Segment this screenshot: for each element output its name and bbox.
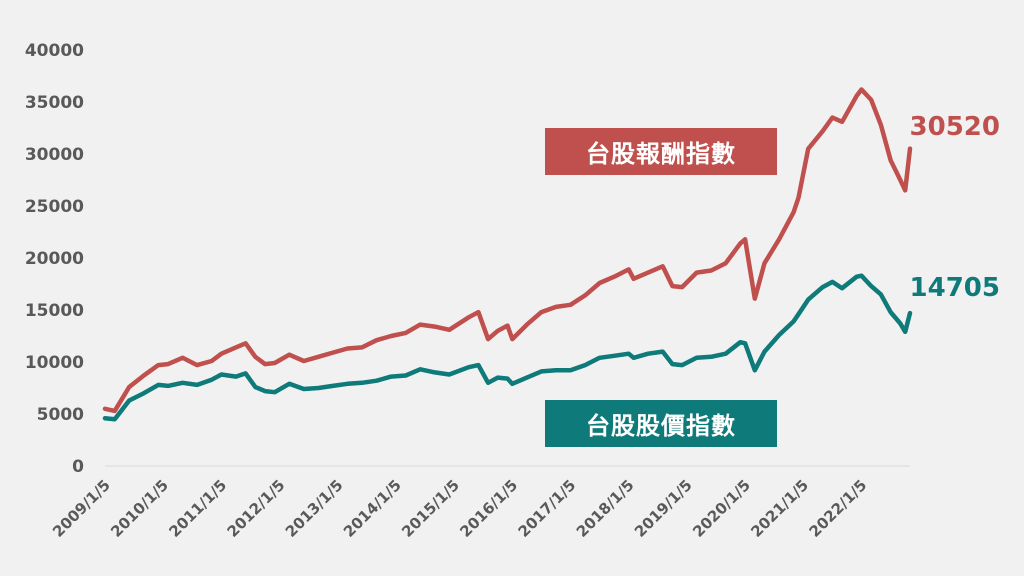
x-tick-label: 2021/1/5 [747,476,812,541]
y-tick-label: 25000 [25,197,84,217]
y-tick-label: 30000 [25,145,84,165]
x-tick-label: 2022/1/5 [806,476,871,541]
y-tick-label: 20000 [25,249,84,269]
y-tick-label: 40000 [25,41,84,61]
y-tick-label: 15000 [25,301,84,321]
series-end-value: 14705 [910,273,1000,303]
x-tick-label: 2013/1/5 [282,476,347,541]
series-line [102,273,913,422]
y-tick-label: 35000 [25,93,84,113]
x-tick-label: 2010/1/5 [107,476,172,541]
x-tick-label: 2017/1/5 [515,476,580,541]
y-axis: 0 5000 10000 15000 20000 25000 30000 35000 40000 [25,41,84,477]
legend-label-return-index: 台股報酬指數 [545,128,777,175]
series-line [102,87,913,414]
plot-lines [102,87,913,422]
x-tick-label: 2015/1/5 [398,476,463,541]
x-tick-label: 2016/1/5 [456,476,521,541]
x-tick-label: 2018/1/5 [573,476,638,541]
y-tick-label: 10000 [25,353,84,373]
y-tick-label: 5000 [37,405,84,425]
x-tick-label: 2019/1/5 [631,476,696,541]
x-axis: 2009/1/52010/1/52011/1/52012/1/52013/1/5… [49,476,870,541]
end-labels: 30520 14705 [910,112,1000,303]
x-tick-label: 2012/1/5 [224,476,289,541]
x-tick-label: 2020/1/5 [689,476,754,541]
x-tick-label: 2011/1/5 [165,476,230,541]
x-tick-label: 2014/1/5 [340,476,405,541]
y-tick-label: 0 [72,457,84,477]
legend-label-price-index: 台股股價指數 [545,400,777,447]
x-tick-label: 2009/1/5 [49,476,114,541]
series-end-value: 30520 [910,112,1000,142]
